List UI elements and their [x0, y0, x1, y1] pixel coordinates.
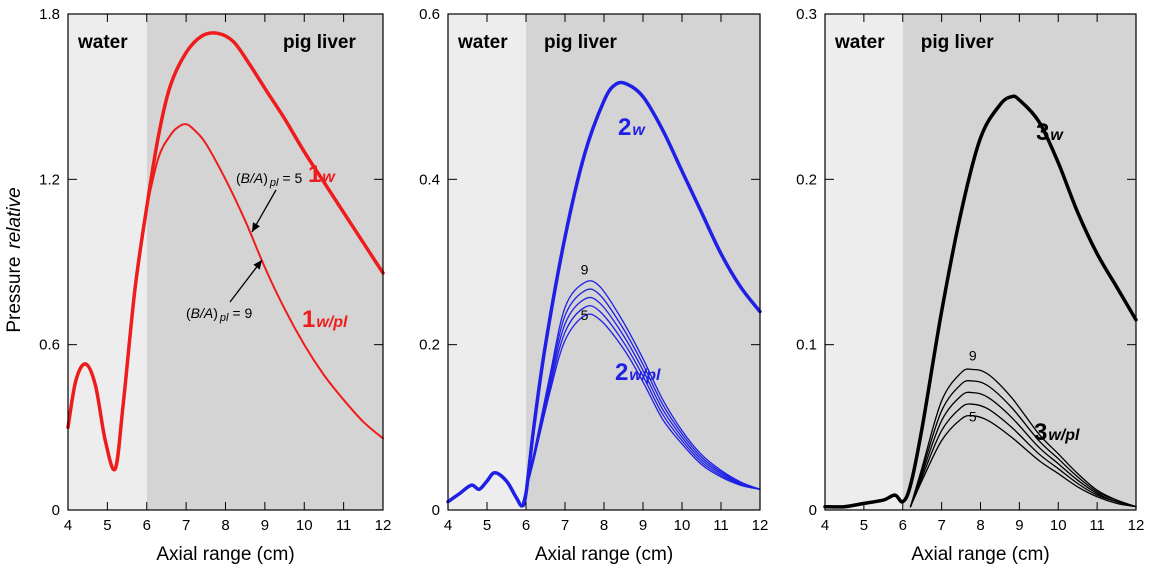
curve-label-1-w: 1w	[308, 161, 336, 188]
y-tick-label: 0.6	[419, 6, 440, 23]
series-line-1-2	[145, 123, 384, 440]
y-tick-label: 0	[432, 502, 440, 519]
y-tick-label: 1.2	[39, 171, 60, 188]
x-tick-label: 10	[296, 517, 313, 534]
y-tick-label: 0.1	[796, 337, 817, 354]
curve-label-2-w: 2w	[618, 114, 646, 141]
curve-label-3-w: 3w	[1036, 119, 1064, 146]
curve-label-1-wpl: 1w/pl	[302, 306, 348, 333]
x-tick-label: 9	[1015, 517, 1023, 534]
region-water-bg	[68, 14, 147, 510]
x-tick-label: 5	[483, 517, 491, 534]
family-label-5: 5	[581, 307, 589, 323]
x-tick-label: 4	[821, 517, 829, 534]
panel-1: water pig liver 4 5 6 7 8 9 10 11 12 0 0.6 1.2 1.8 Axia…	[39, 6, 391, 565]
y-tick-label: 0.2	[796, 171, 817, 188]
family-label-9: 9	[969, 348, 977, 364]
region-water-bg	[448, 14, 526, 510]
series-line-3-5	[909, 380, 1137, 508]
x-tick-label: 6	[899, 517, 907, 534]
y-tick-label: 0	[809, 502, 817, 519]
annotation-arrowhead-0	[252, 222, 260, 232]
y-axis-title-main: Pressure	[4, 257, 25, 333]
y-axis-title: Pressure relative	[4, 187, 25, 332]
y-tick-label: 0	[52, 502, 60, 519]
curve-label-2-wpl: 2w/pl	[615, 359, 661, 386]
x-tick-label: 11	[336, 517, 352, 534]
x-tick-label: 5	[103, 517, 111, 534]
series-line-2-3	[521, 305, 761, 507]
series-line-3-4	[909, 391, 1137, 508]
y-axis-title-italic: relative	[4, 187, 25, 248]
family-label-9: 9	[581, 262, 589, 278]
series-line-3-1	[823, 94, 1138, 509]
x-axis-title: Axial range (cm)	[535, 544, 673, 565]
x-tick-label: 6	[522, 517, 530, 534]
x-tick-label: 8	[600, 517, 608, 534]
series-line-1-1	[66, 31, 385, 472]
x-tick-label: 7	[937, 517, 945, 534]
region-pig-liver-bg	[902, 14, 1136, 510]
x-tick-label: 7	[561, 517, 569, 534]
region-label-pig-liver: pig liver	[283, 32, 356, 53]
x-tick-label: 12	[752, 517, 769, 534]
region-pig-liver-bg	[146, 14, 383, 510]
x-tick-label: 11	[1089, 517, 1105, 534]
x-tick-label: 9	[639, 517, 647, 534]
y-tick-label: 0.3	[796, 6, 817, 23]
family-label-5: 5	[969, 409, 977, 425]
x-axis-title: Axial range (cm)	[156, 544, 294, 565]
panel-3: water pig liver 4 5 6 7 8 9 10 11 12 0 0.1 0.2 0.3 Axia…	[796, 6, 1144, 565]
x-tick-label: 6	[143, 517, 151, 534]
x-tick-label: 10	[674, 517, 691, 534]
x-tick-label: 4	[64, 517, 72, 534]
x-tick-label: 11	[713, 517, 729, 534]
annotation-arrowhead-1	[253, 260, 262, 270]
x-tick-label: 4	[444, 517, 452, 534]
series-line-2-6	[521, 280, 761, 507]
series-line-2-1	[446, 80, 762, 508]
x-tick-label: 12	[375, 517, 392, 534]
x-tick-label: 12	[1128, 517, 1145, 534]
region-label-water: water	[457, 32, 508, 53]
region-label-water: water	[77, 32, 128, 53]
series-line-2-4	[521, 296, 761, 507]
y-tick-label: 1.8	[39, 6, 60, 23]
panel-2: water pig liver 4 5 6 7 8 9 10 11 12 0 0.2 0.4 0.6 Axia…	[419, 6, 768, 565]
y-tick-label: 0.4	[419, 171, 440, 188]
series-line-3-2	[909, 414, 1137, 508]
x-axis-title: Axial range (cm)	[911, 544, 1049, 565]
y-tick-label: 0.2	[419, 337, 440, 354]
series-line-3-6	[909, 368, 1137, 508]
y-tick-label: 0.6	[39, 337, 60, 354]
region-label-pig-liver: pig liver	[544, 32, 617, 53]
x-tick-label: 9	[261, 517, 269, 534]
region-label-water: water	[834, 32, 885, 53]
annotation-b-over-a-0: (B/A) pl = 5	[236, 170, 302, 189]
series-line-3-3	[909, 403, 1137, 508]
x-tick-label: 5	[860, 517, 868, 534]
region-label-pig-liver: pig liver	[921, 32, 994, 53]
series-line-2-2	[521, 313, 761, 507]
curve-label-3-wpl: 3w/pl	[1034, 419, 1080, 446]
annotation-b-over-a-1: (B/A) pl = 9	[186, 305, 252, 324]
x-tick-label: 8	[976, 517, 984, 534]
x-tick-label: 8	[221, 517, 229, 534]
x-tick-label: 10	[1050, 517, 1067, 534]
region-water-bg	[825, 14, 903, 510]
x-tick-label: 7	[182, 517, 190, 534]
series-line-2-5	[521, 288, 761, 507]
